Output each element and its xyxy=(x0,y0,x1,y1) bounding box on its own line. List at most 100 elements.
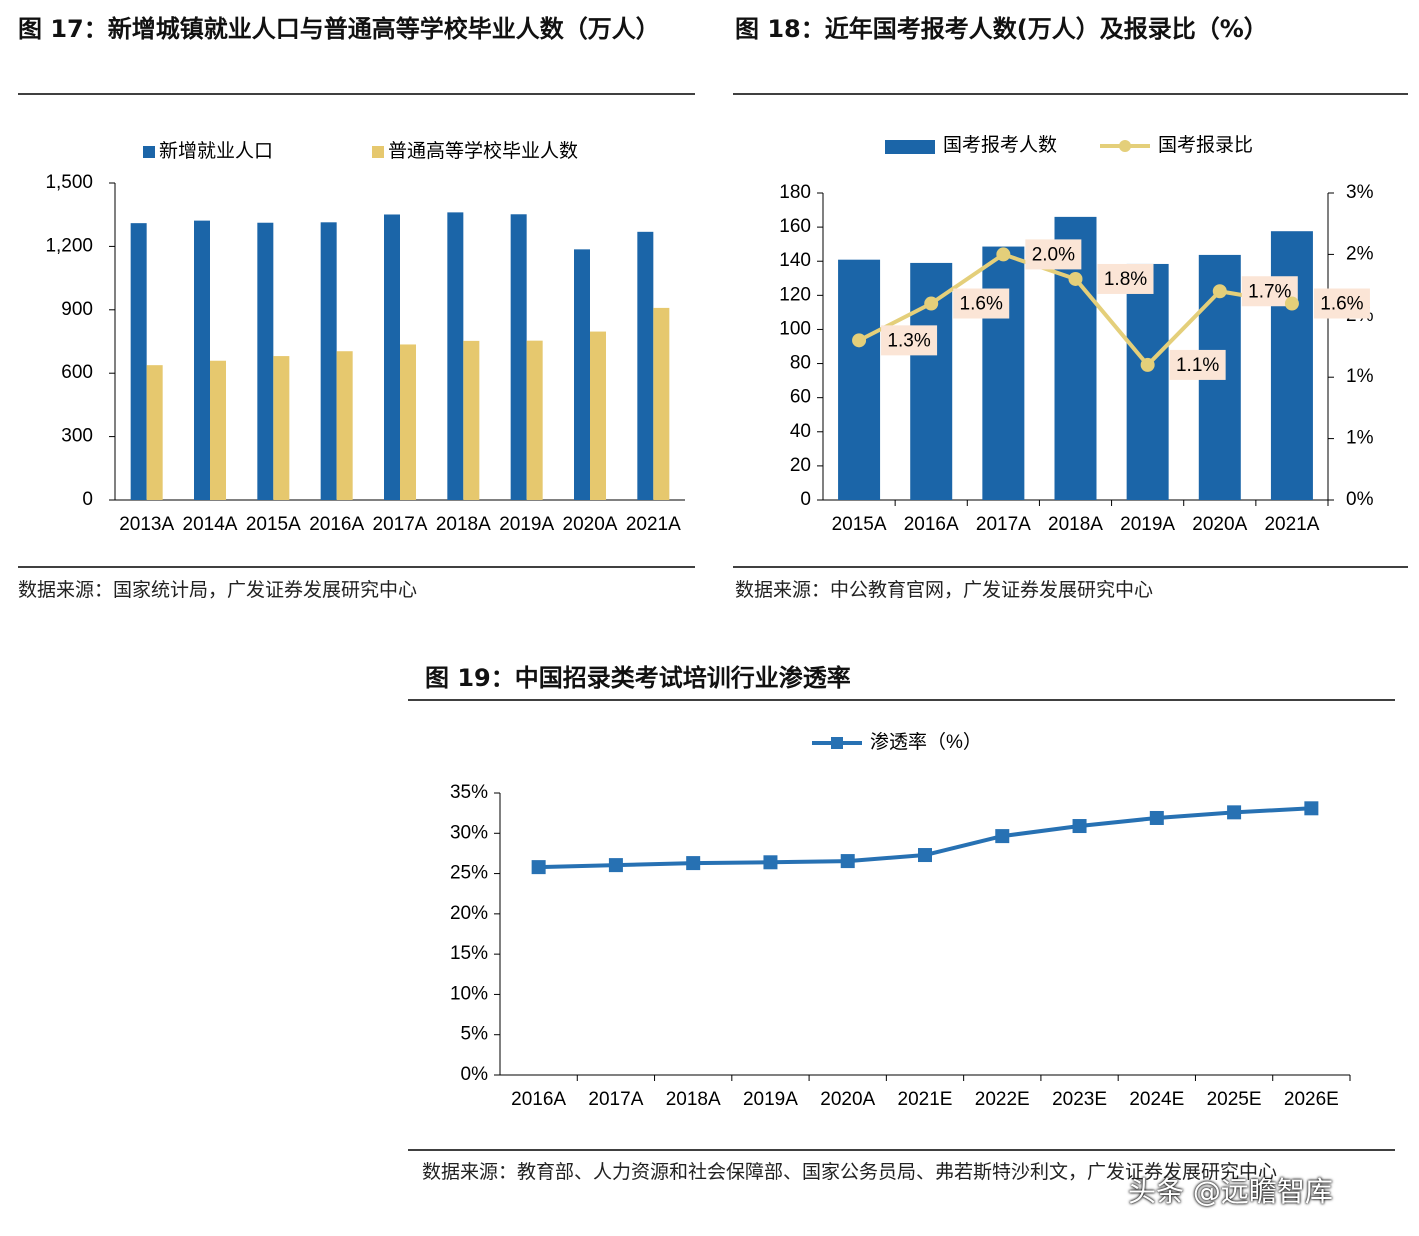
y-tick-label: 140 xyxy=(779,250,811,271)
x-tick-label: 2019A xyxy=(499,514,554,535)
chart-title: 图 17：新增城镇就业人口与普通高等学校毕业人数（万人） xyxy=(18,15,660,43)
x-tick-label: 2016A xyxy=(904,514,959,535)
x-tick-label: 2022E xyxy=(975,1089,1030,1110)
x-tick-label: 2024E xyxy=(1129,1089,1184,1110)
source: 数据来源：中公教育官网，广发证券发展研究中心 xyxy=(735,579,1154,601)
y-tick-label: 10% xyxy=(450,983,488,1004)
label-box xyxy=(1097,263,1154,294)
bar xyxy=(590,331,606,500)
legend-swatch xyxy=(885,140,935,154)
watermark: 头条 @远瞻智库 xyxy=(1128,1175,1333,1208)
bar xyxy=(384,214,400,501)
marker xyxy=(1284,296,1299,311)
marker xyxy=(996,247,1011,262)
y-tick-label: 600 xyxy=(61,362,93,383)
label-box xyxy=(953,288,1010,319)
x-tick-label: 2018A xyxy=(436,514,491,535)
chart-title: 图 19：中国招录类考试培训行业渗透率 xyxy=(425,664,851,692)
marker xyxy=(1149,810,1164,825)
y-tick-label: 1,500 xyxy=(45,172,93,193)
marker xyxy=(918,848,932,863)
x-tick-label: 2017A xyxy=(976,514,1031,535)
x-tick-label: 2023E xyxy=(1052,1089,1107,1110)
x-tick-label: 2019A xyxy=(743,1089,798,1110)
bar xyxy=(210,360,226,500)
marker xyxy=(995,829,1010,844)
x-tick-label: 2021A xyxy=(1264,514,1319,535)
y2-tick-label: 1% xyxy=(1346,428,1374,449)
bar xyxy=(257,222,274,501)
label-box xyxy=(881,325,938,356)
marker xyxy=(1227,805,1242,820)
y-tick-label: 30% xyxy=(450,822,488,843)
x-tick-label: 2017A xyxy=(373,514,428,535)
marker xyxy=(852,333,867,348)
y-tick-label: 80 xyxy=(790,353,811,374)
bar xyxy=(400,344,416,500)
x-tick-label: 2018A xyxy=(666,1089,721,1110)
marker xyxy=(686,856,701,871)
y-tick-label: 300 xyxy=(61,426,93,447)
bar xyxy=(320,222,337,501)
bar xyxy=(637,231,654,500)
x-tick-label: 2026E xyxy=(1284,1089,1339,1110)
x-tick-label: 2015A xyxy=(832,514,887,535)
x-tick-label: 2014A xyxy=(183,514,238,535)
x-tick-label: 2020A xyxy=(1192,514,1247,535)
y-tick-label: 0 xyxy=(800,489,811,510)
x-tick-label: 2020A xyxy=(563,514,618,535)
marker xyxy=(1072,819,1087,834)
y-tick-label: 0% xyxy=(461,1064,489,1085)
x-tick-label: 2017A xyxy=(588,1089,643,1110)
label-box xyxy=(1025,239,1082,270)
legend-label: 国考报考人数 xyxy=(943,134,1057,156)
source: 数据来源：国家统计局，广发证券发展研究中心 xyxy=(18,579,418,601)
marker xyxy=(608,858,623,873)
label-box xyxy=(1169,349,1226,380)
marker xyxy=(1140,357,1155,372)
y2-tick-label: 2% xyxy=(1346,243,1374,264)
bar xyxy=(146,365,163,500)
source: 数据来源：教育部、人力资源和社会保障部、国家公务员局、弗若斯特沙利文，广发证券发… xyxy=(422,1161,1278,1183)
bar xyxy=(447,212,464,500)
label-box xyxy=(1313,288,1370,319)
y-tick-label: 20 xyxy=(790,455,811,476)
bar xyxy=(463,340,480,500)
y-tick-label: 20% xyxy=(450,903,488,924)
bar xyxy=(510,214,527,500)
marker xyxy=(531,860,546,875)
x-tick-label: 2019A xyxy=(1120,514,1175,535)
y-tick-label: 40 xyxy=(790,421,811,442)
y2-tick-label: 1% xyxy=(1346,366,1374,387)
data-label: 1.7% xyxy=(1248,281,1291,302)
bar xyxy=(526,340,543,500)
marker xyxy=(1068,271,1083,286)
y-tick-label: 160 xyxy=(779,216,811,237)
x-tick-label: 2016A xyxy=(511,1089,566,1110)
x-tick-label: 2025E xyxy=(1207,1089,1262,1110)
y-tick-label: 35% xyxy=(450,782,488,803)
y-tick-label: 900 xyxy=(61,299,93,320)
data-label: 1.6% xyxy=(960,294,1003,315)
data-label: 1.8% xyxy=(1104,269,1147,290)
bar xyxy=(1126,263,1169,500)
data-label: 1.3% xyxy=(887,330,930,351)
legend-label: 国考报录比 xyxy=(1158,134,1253,156)
bar xyxy=(982,246,1025,500)
y-tick-label: 0 xyxy=(82,489,93,510)
marker xyxy=(1304,801,1319,816)
y-tick-label: 60 xyxy=(790,387,811,408)
y-tick-label: 120 xyxy=(779,284,811,305)
data-label: 1.6% xyxy=(1320,294,1363,315)
marker xyxy=(763,855,778,870)
bar xyxy=(194,220,210,500)
x-tick-label: 2018A xyxy=(1048,514,1103,535)
y-tick-label: 1,200 xyxy=(45,235,93,256)
x-tick-label: 2020A xyxy=(820,1089,875,1110)
marker xyxy=(1212,284,1227,299)
marker xyxy=(924,296,939,311)
y-tick-label: 5% xyxy=(461,1024,489,1045)
y-tick-label: 25% xyxy=(450,863,488,884)
